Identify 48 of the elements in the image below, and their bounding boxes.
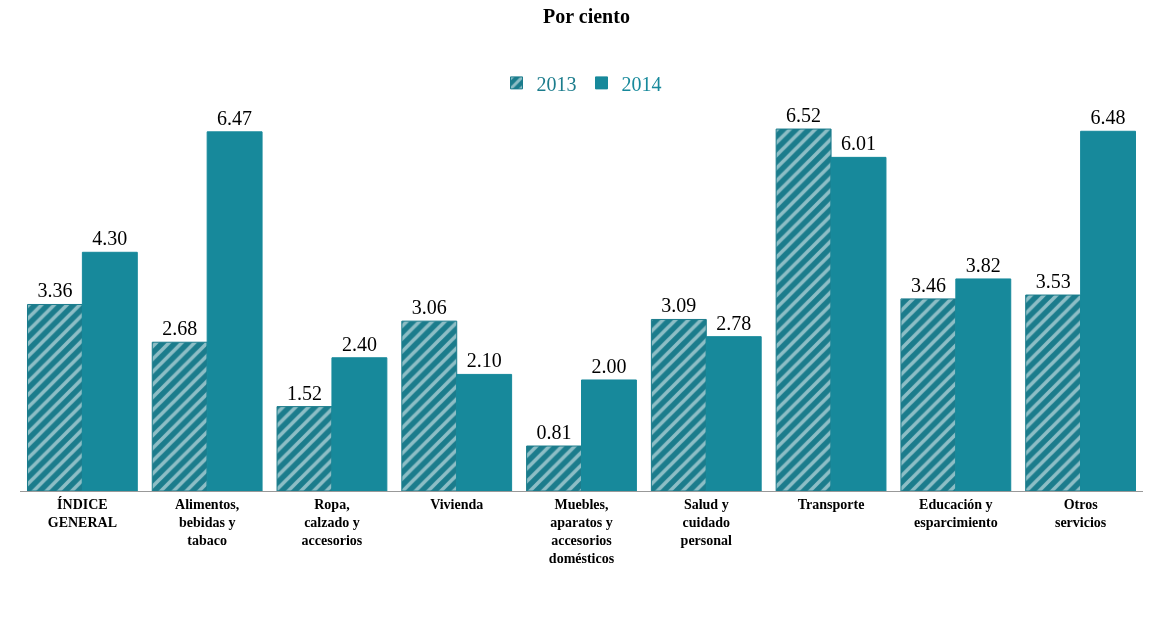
bar [955,278,1012,491]
bar [401,320,458,491]
bar [650,318,707,491]
bar [900,298,957,491]
data-label: 2.40 [341,332,377,355]
bar [705,336,762,491]
x-tick-label: ÍNDICE GENERAL [47,495,118,530]
bar [206,131,263,491]
x-tick-label: Ropa, calzado y accesorios [301,496,363,549]
x-tick-label: Vivienda [430,496,484,512]
bar [581,379,637,491]
bar [830,156,887,491]
legend-label: 2014 [621,72,662,95]
data-label: 3.36 [37,279,73,302]
x-tick-label: Alimentos, bebidas y tabaco [175,496,240,549]
data-label: 4.30 [92,227,128,250]
x-tick-label: Educación y esparcimiento [913,496,998,530]
bar [1080,130,1137,491]
bar [775,128,832,491]
data-label: 2.78 [716,311,752,334]
chart-title: Por ciento [543,5,630,28]
data-label: 2.10 [466,349,502,372]
data-label: 6.47 [217,106,253,129]
x-tick-label: Transporte [797,496,865,512]
data-label: 2.68 [162,317,198,340]
data-label: 3.06 [411,296,447,319]
data-label: 6.52 [786,104,822,127]
bar [276,406,333,491]
data-label: 6.48 [1090,106,1126,129]
data-label: 3.09 [661,294,697,317]
bar [331,357,388,491]
text: 2013 [536,72,577,95]
data-label: 3.82 [965,253,1001,276]
data-label: 1.52 [286,381,322,404]
bar [26,303,83,491]
data-label: 2.00 [591,354,627,377]
data-label: 6.01 [841,132,877,155]
x-tick-label: Otros servicios [1054,496,1107,530]
data-label: 3.53 [1035,270,1071,293]
data-label: 3.46 [910,273,946,296]
x-tick-label: Salud y cuidado personal [680,496,733,549]
bar [81,251,138,491]
bar [151,341,208,491]
bar [526,445,582,491]
bar [1025,294,1082,491]
x-tick-label: Muebles, aparatos y accesorios domésticos [548,496,615,567]
bar [456,373,513,491]
data-label: 0.81 [536,421,572,444]
